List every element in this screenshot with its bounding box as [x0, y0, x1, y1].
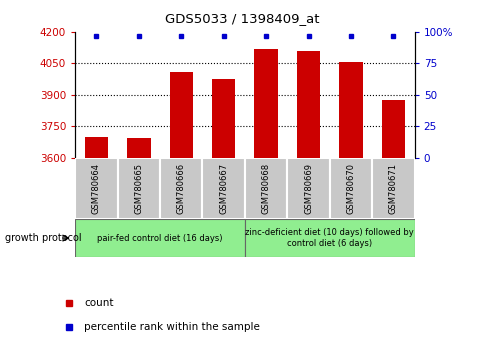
Text: GSM780669: GSM780669 — [303, 163, 313, 214]
Bar — [75, 158, 117, 219]
Bar — [254, 48, 277, 158]
Bar — [244, 219, 414, 257]
Bar — [85, 137, 108, 158]
Bar — [296, 51, 319, 158]
Bar — [75, 219, 244, 257]
Text: pair-fed control diet (16 days): pair-fed control diet (16 days) — [97, 234, 222, 242]
Bar — [160, 158, 202, 219]
Bar — [169, 72, 193, 158]
Text: GSM780671: GSM780671 — [388, 163, 397, 214]
Bar — [381, 100, 404, 158]
Bar — [244, 158, 287, 219]
Bar — [329, 158, 372, 219]
Text: GSM780666: GSM780666 — [176, 163, 185, 214]
Bar — [212, 79, 235, 158]
Text: growth protocol: growth protocol — [5, 233, 81, 243]
Bar — [372, 158, 414, 219]
Text: GSM780668: GSM780668 — [261, 163, 270, 214]
Text: GSM780665: GSM780665 — [134, 163, 143, 214]
Text: GSM780667: GSM780667 — [219, 163, 228, 214]
Text: GSM780670: GSM780670 — [346, 163, 355, 214]
Text: count: count — [84, 298, 113, 308]
Bar — [202, 158, 244, 219]
Bar — [339, 62, 362, 158]
Text: GSM780664: GSM780664 — [91, 163, 101, 214]
Bar — [287, 158, 329, 219]
Text: zinc-deficient diet (10 days) followed by
control diet (6 days): zinc-deficient diet (10 days) followed b… — [245, 228, 413, 248]
Text: GDS5033 / 1398409_at: GDS5033 / 1398409_at — [165, 12, 319, 25]
Text: percentile rank within the sample: percentile rank within the sample — [84, 322, 259, 332]
Bar — [117, 158, 160, 219]
Bar — [127, 138, 150, 158]
